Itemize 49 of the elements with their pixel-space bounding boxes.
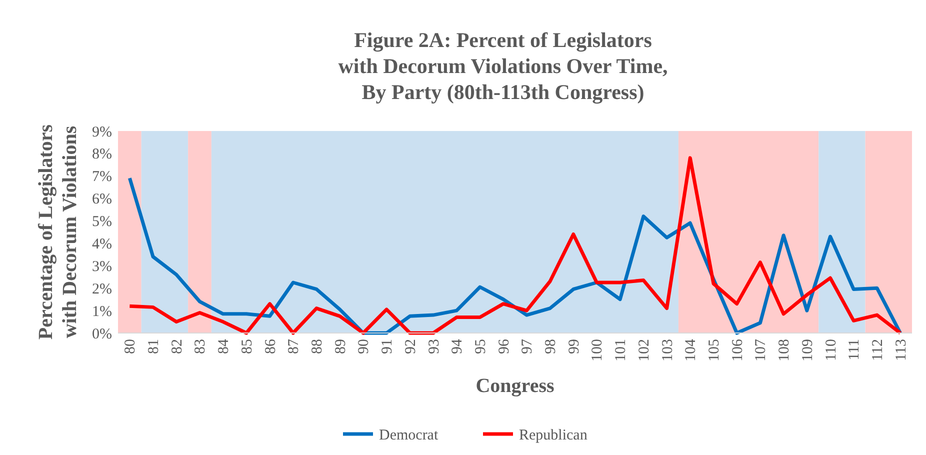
y-tick-label: 3% (92, 258, 112, 275)
legend-label: Democrat (379, 427, 439, 444)
x-tick-label: 106 (730, 338, 746, 362)
y-tick-label: 5% (92, 214, 112, 230)
y-tick-label: 4% (92, 236, 112, 252)
x-tick-label: 82 (169, 339, 186, 354)
x-tick-label: 87 (286, 338, 302, 354)
y-tick-label: 0% (92, 326, 112, 342)
x-tick-label: 104 (683, 338, 700, 362)
x-tick-label: 97 (520, 338, 536, 354)
x-tick-label: 86 (262, 338, 279, 354)
x-tick-label: 81 (146, 339, 162, 354)
x-tick-label: 93 (426, 339, 442, 354)
x-tick-label: 100 (590, 339, 606, 362)
x-tick-label: 85 (239, 339, 256, 354)
x-tick-label: 89 (332, 339, 349, 354)
y-tick-label: 2% (92, 281, 112, 298)
x-tick-label: 102 (636, 339, 652, 362)
x-tick-label: 90 (356, 339, 372, 354)
x-tick-label: 113 (893, 339, 910, 361)
x-tick-label: 109 (800, 339, 816, 362)
y-tick-label: 1% (92, 304, 112, 320)
x-tick-label: 99 (566, 339, 582, 354)
x-tick-label: 98 (543, 339, 560, 354)
x-tick-label: 111 (846, 339, 863, 360)
y-tick-label: 9% (92, 124, 112, 140)
legend-label: Republican (519, 427, 588, 444)
x-tick-label: 92 (402, 339, 419, 354)
y-tick-label: 6% (92, 192, 112, 208)
x-tick-label: 112 (870, 339, 886, 361)
y-tick-label: 8% (92, 146, 112, 163)
x-tick-label: 88 (310, 339, 326, 354)
x-tick-label: 91 (380, 339, 396, 354)
x-tick-label: 96 (496, 338, 512, 354)
x-tick-label: 105 (706, 339, 722, 362)
x-tick-label: 80 (122, 339, 139, 354)
x-axis-title: Congress (476, 375, 554, 397)
x-tick-label: 108 (776, 339, 793, 362)
x-tick-label: 103 (660, 339, 676, 362)
x-tick-label: 110 (823, 339, 840, 361)
x-tick-label: 84 (216, 338, 232, 354)
y-tick-label: 7% (92, 169, 112, 186)
x-tick-label: 94 (450, 338, 466, 354)
chart-title: Figure 2A: Percent of Legislators with Decorum Violations Over Time, By Party (80th-113th Congress) (338, 28, 668, 104)
x-tick-label: 101 (613, 339, 630, 362)
y-axis-title: Percentage of Legislators with Decorum Violations (35, 124, 81, 340)
x-tick-label: 107 (753, 338, 770, 362)
x-tick-label: 83 (192, 339, 209, 354)
x-tick-label: 95 (472, 339, 489, 354)
